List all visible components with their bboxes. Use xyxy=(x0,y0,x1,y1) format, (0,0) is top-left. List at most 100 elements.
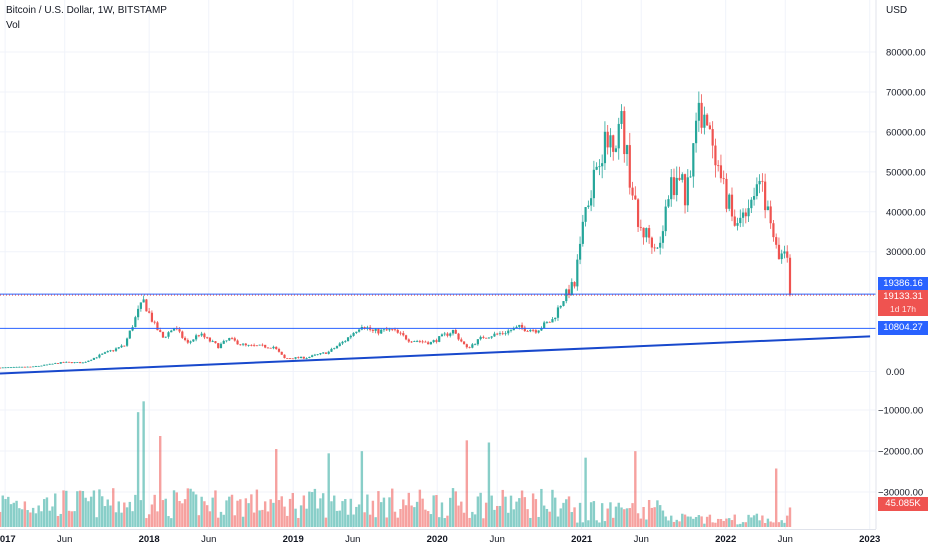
currency-label: USD xyxy=(886,5,908,16)
volume-tick-label: −20000.00 xyxy=(878,447,923,458)
candle-body xyxy=(672,177,676,196)
candle-body xyxy=(529,329,532,332)
volume-bar xyxy=(683,514,687,527)
candle-body xyxy=(708,125,711,130)
volume-bar xyxy=(101,496,104,527)
candle-body xyxy=(9,367,13,369)
candle-body xyxy=(170,330,173,333)
volume-bar xyxy=(402,499,405,527)
volume-bar xyxy=(73,511,76,527)
symbol-title[interactable]: Bitcoin / U.S. Dollar, 1W, BITSTAMP xyxy=(6,5,167,16)
volume-bar xyxy=(531,493,535,527)
volume-bar xyxy=(360,451,364,527)
volume-bar xyxy=(476,496,480,527)
volume-bar xyxy=(783,522,786,527)
volume-bar xyxy=(37,505,40,527)
volume-bar xyxy=(426,511,430,527)
volume-bar xyxy=(272,502,275,527)
candle-body xyxy=(48,363,51,365)
candle-body xyxy=(496,333,499,335)
candle-body xyxy=(275,346,278,350)
volume-bar xyxy=(556,516,560,527)
volume-bar xyxy=(653,507,656,527)
volume-bar xyxy=(252,512,256,527)
volume-bar xyxy=(576,522,579,527)
candle-body xyxy=(355,331,358,333)
candle-body xyxy=(518,324,521,327)
candle-body xyxy=(407,339,410,342)
volume-bar xyxy=(711,522,714,527)
volume-bar xyxy=(487,442,491,527)
volume-bar xyxy=(230,494,234,527)
volume-bar xyxy=(288,498,292,527)
candle-body xyxy=(686,177,689,206)
volume-bar xyxy=(280,496,283,527)
candle-body xyxy=(29,366,32,368)
candle-body xyxy=(694,120,698,144)
candle-body xyxy=(382,329,386,331)
volume-bar xyxy=(650,507,654,527)
candle-body xyxy=(780,253,783,260)
candle-body xyxy=(592,169,595,199)
candle-body xyxy=(95,357,98,359)
candle-body xyxy=(308,356,311,359)
volume-bar xyxy=(1,495,4,527)
candle-body xyxy=(719,165,723,179)
candle-body xyxy=(504,333,507,335)
candle-body xyxy=(421,341,424,343)
time-tick-label: 2021 xyxy=(571,534,593,545)
volume-bar xyxy=(98,489,101,527)
candle-body xyxy=(385,329,388,331)
volume-bar xyxy=(114,512,118,527)
volume-bar xyxy=(600,503,604,527)
drawn-lines[interactable] xyxy=(0,293,876,375)
candle-body xyxy=(559,305,562,308)
candle-body xyxy=(26,366,29,368)
candle-body xyxy=(415,341,419,342)
volume-bar xyxy=(56,515,60,527)
volume-tick-label: −30000.00 xyxy=(878,488,923,499)
candle-body xyxy=(628,145,631,188)
candle-body xyxy=(84,361,87,363)
volume-bar xyxy=(498,505,502,527)
volume-bar xyxy=(355,506,358,527)
candle-body xyxy=(501,333,504,335)
volume-bar xyxy=(554,497,557,527)
candle-body xyxy=(777,244,781,260)
volume-indicator-label[interactable]: Vol xyxy=(6,20,20,31)
candle-body xyxy=(217,343,220,349)
volume-bar xyxy=(125,507,129,527)
volume-bar xyxy=(338,510,341,527)
volume-bar xyxy=(694,517,698,527)
volume-bar xyxy=(330,501,333,527)
volume-bar xyxy=(321,493,325,527)
volume-bar xyxy=(670,515,673,527)
candle-body xyxy=(192,339,195,342)
candle-body xyxy=(219,343,223,349)
volume-bar xyxy=(9,504,13,527)
volume-bar xyxy=(275,449,278,527)
price-tick-label: 40000.00 xyxy=(886,207,926,218)
volume-bar xyxy=(612,517,615,527)
candle-body xyxy=(197,335,200,337)
volume-bar xyxy=(178,500,181,527)
candle-body xyxy=(214,341,217,344)
candle-body xyxy=(788,257,792,296)
candle-body xyxy=(45,364,49,366)
candle-body xyxy=(222,340,225,344)
volume-bar xyxy=(112,488,115,527)
volume-bar xyxy=(214,490,217,527)
volume-bar xyxy=(134,494,137,527)
volume-bar xyxy=(222,514,225,527)
candle-body xyxy=(548,321,551,323)
volume-bar xyxy=(48,510,51,527)
candle-body xyxy=(103,352,107,354)
candle-body xyxy=(562,301,565,306)
volume-bar xyxy=(678,521,681,527)
volume-bar xyxy=(774,468,778,527)
candle-body xyxy=(565,289,568,302)
volume-bar xyxy=(236,500,239,527)
volume-bar xyxy=(769,521,772,527)
volume-bar xyxy=(349,498,353,527)
